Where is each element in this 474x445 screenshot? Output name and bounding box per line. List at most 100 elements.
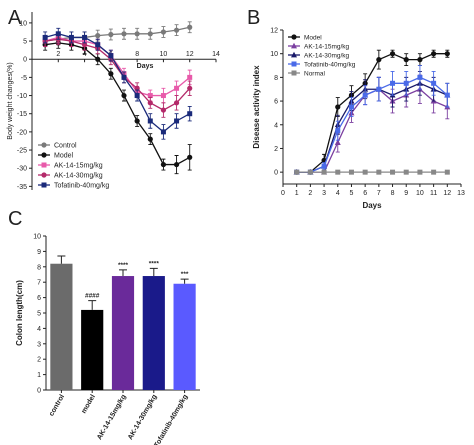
a-data-point (108, 53, 114, 59)
a-data-point (108, 31, 114, 38)
a-data-point (187, 74, 193, 80)
b-data-point (417, 169, 423, 175)
a-series-line (45, 38, 191, 111)
c-significance-label: #### (85, 293, 100, 300)
c-y-tick-label: 4 (37, 326, 41, 333)
b-data-point (403, 57, 409, 63)
b-legend-label: Tofatinib-40mg/kg (304, 62, 356, 69)
b-data-point (307, 169, 313, 175)
a-data-point (174, 85, 180, 91)
b-data-point (321, 169, 327, 175)
b-data-point (417, 57, 423, 63)
b-data-point (431, 80, 437, 86)
b-data-point (431, 169, 437, 175)
a-data-point (147, 31, 153, 37)
c-bar (50, 263, 73, 390)
a-data-point (147, 100, 153, 106)
b-series-line (296, 88, 448, 173)
a-y-tick-label: 10 (19, 20, 27, 27)
b-data-point (321, 163, 327, 169)
b-legend-label: Model (304, 35, 322, 42)
b-legend-label: AK-14-30mg/kg (304, 53, 350, 60)
a-data-point (160, 107, 167, 113)
b-data-point (334, 139, 341, 145)
c-y-tick-label: 1 (37, 372, 41, 379)
b-data-point (444, 169, 450, 175)
b-x-tick-label: 1 (295, 190, 299, 197)
c-category-label: control (48, 393, 66, 417)
c-error-bar (119, 269, 127, 277)
a-data-point (187, 111, 193, 117)
b-data-point (431, 51, 437, 57)
c-bar (173, 283, 196, 390)
a-data-point (82, 34, 88, 40)
a-y-tick-label: 0 (23, 57, 27, 64)
a-series-line (44, 33, 191, 133)
a-data-point (187, 154, 193, 160)
c-y-tick-label: 6 (37, 295, 41, 302)
a-data-point (121, 74, 127, 80)
b-legend-label: AK-14-15mg/kg (304, 44, 350, 51)
a-legend-marker (41, 162, 47, 168)
a-legend-marker (41, 172, 47, 178)
a-y-tick-label: -30 (17, 166, 27, 173)
panel-label-a: A (8, 7, 22, 29)
c-y-tick-label: 2 (37, 357, 41, 364)
a-data-point (147, 118, 153, 124)
a-x-tick-label: 12 (186, 51, 194, 58)
a-data-point (108, 71, 114, 77)
a-x-tick-label: 4 (83, 51, 87, 58)
b-y-tick-label: 2 (274, 146, 278, 153)
panel-label-c: C (8, 208, 22, 230)
b-x-tick-label: 9 (404, 190, 408, 197)
c-category-label: Tofatinib-40mg/kg (153, 394, 189, 445)
a-data-point (55, 31, 61, 37)
a-data-point (134, 118, 140, 124)
panel-label-b: B (247, 7, 260, 29)
a-data-point (147, 93, 153, 99)
b-y-axis-title: Disease activity index (252, 65, 261, 149)
b-legend-marker (291, 51, 297, 58)
a-legend-marker (41, 182, 47, 188)
a-data-point (147, 136, 153, 142)
a-data-point (81, 42, 88, 48)
b-y-tick-label: 10 (270, 51, 278, 58)
b-data-point (348, 169, 354, 175)
a-y-tick-label: -15 (17, 111, 27, 118)
a-legend-marker (41, 142, 47, 148)
b-x-tick-label: 2 (308, 190, 312, 197)
c-bar (81, 309, 104, 390)
a-legend-marker (41, 152, 47, 158)
b-data-point (335, 128, 341, 134)
b-data-point (403, 169, 409, 175)
b-x-tick-label: 3 (322, 190, 326, 197)
c-significance-label: *** (181, 271, 189, 278)
b-series-line (296, 76, 448, 173)
c-y-tick-label: 3 (37, 341, 41, 348)
a-y-tick-label: -20 (17, 129, 27, 136)
c-error-bar (149, 267, 158, 277)
c-category-label: model (81, 393, 97, 414)
a-y-tick-label: -25 (17, 148, 27, 155)
a-x-tick-label: 10 (160, 51, 168, 58)
b-data-point (444, 51, 450, 57)
b-data-point (376, 169, 382, 175)
a-data-point (187, 85, 193, 91)
a-data-point (160, 129, 166, 135)
a-data-point (174, 118, 180, 124)
a-x-axis-title: Days (137, 63, 154, 70)
b-data-point (403, 80, 409, 86)
c-significance-label: **** (118, 262, 129, 269)
a-data-point (95, 42, 101, 48)
b-data-point (376, 57, 382, 63)
a-data-point (160, 161, 167, 168)
c-y-tick-label: 10 (33, 234, 41, 241)
c-bar (142, 276, 165, 390)
a-data-point (95, 33, 101, 39)
b-legend-label: Normal (304, 71, 326, 78)
c-bar (111, 276, 135, 390)
c-y-axis-title: Colon length(cm) (15, 280, 24, 346)
c-y-tick-label: 7 (37, 280, 41, 287)
a-y-tick-label: 5 (23, 39, 27, 46)
